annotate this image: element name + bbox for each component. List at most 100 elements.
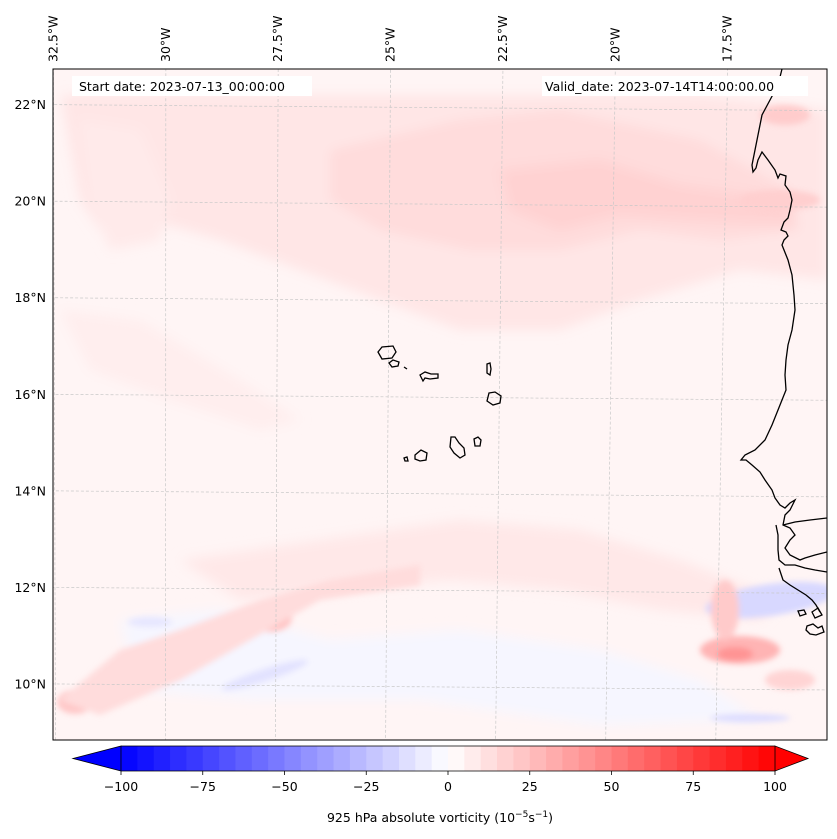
colorbar-bin — [300, 746, 318, 771]
colorbar-bin — [742, 746, 760, 771]
vorticity-min-west — [128, 617, 172, 627]
island-santiago — [449, 436, 466, 459]
colorbar-tick-label: −100 — [104, 779, 138, 794]
colorbar-bin — [676, 746, 694, 771]
colorbar-bin — [366, 746, 384, 771]
longitude-tick-label: 20°W — [607, 27, 622, 62]
colorbar-bin — [137, 746, 155, 771]
vorticity-region-mid-band — [60, 310, 300, 430]
island-bijagos-2 — [811, 607, 823, 619]
longitude-tick-label: 22.5°W — [495, 16, 510, 62]
latitude-tick-label: 10°N — [14, 676, 46, 691]
colorbar-label-main: 925 hPa absolute vorticity (10 — [327, 810, 515, 825]
start-date-text: Start date: 2023-07-13_00:00:00 — [79, 79, 285, 94]
vorticity-field — [57, 95, 827, 725]
colorbar-bin — [693, 746, 711, 771]
latitude-tick-label: 14°N — [14, 483, 46, 498]
colorbar-bin — [497, 746, 514, 771]
colorbar-bin — [431, 746, 449, 771]
colorbar-bin — [170, 746, 187, 771]
colorbar-bin — [333, 746, 351, 771]
colorbar-tick-label: 100 — [763, 779, 787, 794]
colorbar-bin — [529, 746, 547, 771]
vorticity-region-southern-band — [180, 520, 780, 620]
longitude-tick-label: 25°W — [383, 27, 398, 62]
parallel-gridline — [53, 393, 827, 401]
coastline-gambia-south — [775, 524, 827, 573]
colorbar-tick-label: 75 — [685, 779, 701, 794]
colorbar-bin — [382, 746, 400, 771]
colorbar-label: 925 hPa absolute vorticity (10−5s−1) — [327, 810, 553, 825]
colorbar-bin — [121, 746, 138, 771]
colorbar-tick-label: −50 — [271, 779, 297, 794]
vorticity-max-ese — [765, 670, 815, 690]
parallel-gridline — [53, 490, 827, 498]
colorbar-bin — [235, 746, 253, 771]
vorticity-region-north-core2 — [500, 160, 790, 230]
map-frame — [52, 68, 828, 741]
vorticity-region-southern-neg — [120, 610, 760, 725]
coastline-gambia-north — [782, 517, 827, 526]
colorbar-bin — [709, 746, 727, 771]
colorbar-extend-low — [71, 745, 122, 772]
colorbar-bin — [186, 746, 204, 771]
vorticity-min-sse — [710, 714, 790, 722]
colorbar-bin — [251, 746, 269, 771]
parallel-gridline — [53, 104, 827, 111]
annotation-valid-date-box — [542, 76, 808, 96]
vorticity-max-north-coast — [760, 105, 810, 125]
colorbar-bin — [480, 746, 498, 771]
island-fogo — [414, 449, 428, 462]
colorbar-bin — [268, 746, 286, 771]
colorbar-label-exp1: −5 — [515, 810, 528, 820]
map-axes: Start date: 2023-07-13_00:00:00 Valid_da… — [14, 16, 828, 741]
colorbar-ticks: −100 −75 −50 −25 0 25 50 75 100 — [104, 771, 787, 794]
parallel-gridline — [53, 200, 827, 208]
colorbar-bin — [725, 746, 743, 771]
vorticity-ridge-southwest — [60, 565, 420, 715]
colorbar-tick-label: 50 — [604, 779, 620, 794]
longitude-tick-label: 30°W — [158, 27, 173, 62]
colorbar-bin — [546, 746, 564, 771]
longitude-labels: 32.5°W 30°W 27.5°W 25°W 22.5°W 20°W 17.5°W — [46, 16, 735, 62]
island-bijagos-3 — [805, 623, 825, 636]
colorbar-tick-label: 25 — [522, 779, 538, 794]
colorbar-bin — [627, 746, 645, 771]
island-brava — [403, 456, 409, 462]
latitude-tick-label: 22°N — [14, 97, 46, 112]
colorbar-bin — [758, 746, 776, 771]
colorbar-extend-high — [774, 745, 810, 772]
colorbar-label-exp2: −1 — [535, 810, 548, 820]
island-santa-luzia — [403, 366, 408, 370]
island-bijagos-1 — [797, 609, 807, 617]
latitude-tick-label: 16°N — [14, 387, 46, 402]
coastline-guinea-bissau — [778, 567, 821, 613]
colorbar-label-unit: s — [528, 810, 535, 825]
colorbar-bin — [284, 746, 302, 771]
parallel-gridline — [53, 587, 827, 594]
vorticity-max-coast — [740, 190, 820, 210]
colorbar-tick-label: 0 — [444, 779, 452, 794]
colorbar-bin — [153, 746, 171, 771]
colorbar-bin — [660, 746, 678, 771]
colorbar-bin — [611, 746, 629, 771]
longitude-tick-label: 32.5°W — [46, 16, 61, 62]
annotation-start-date-box — [72, 76, 312, 96]
vorticity-min-south — [222, 659, 308, 691]
island-maio — [473, 436, 482, 447]
coastlines — [377, 69, 827, 636]
island-sal — [486, 362, 492, 377]
colorbar-bin — [578, 746, 596, 771]
parallel-gridline — [53, 297, 827, 305]
colorbar-bin — [317, 746, 335, 771]
colorbar-bins — [121, 746, 776, 771]
colorbar-bin — [219, 746, 237, 771]
latitude-tick-label: 20°N — [14, 194, 46, 209]
colorbar-bin — [448, 746, 465, 771]
colorbar-bin — [513, 746, 531, 771]
colorbar-bin — [562, 746, 580, 771]
gridlines — [53, 69, 827, 740]
vorticity-max-southeast-core — [717, 647, 753, 661]
island-boa-vista — [486, 391, 502, 406]
